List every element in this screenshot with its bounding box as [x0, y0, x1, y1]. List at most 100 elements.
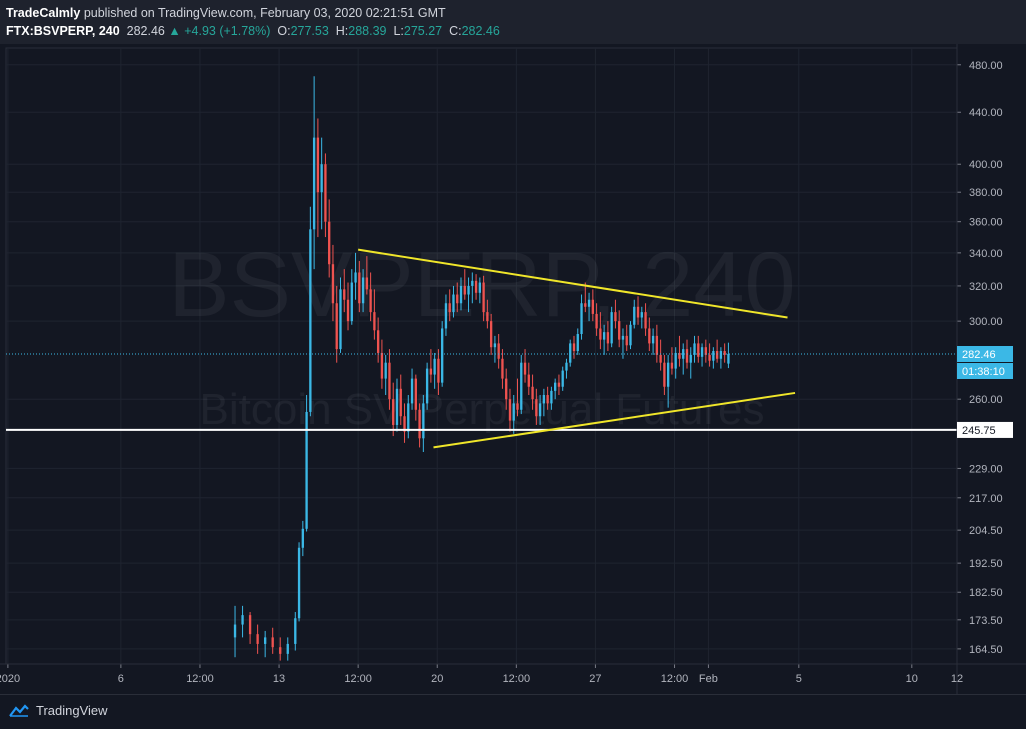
candle-body	[309, 229, 312, 412]
candle-body	[410, 378, 414, 404]
x-tick-label: Feb	[699, 673, 718, 685]
candle-body	[723, 351, 726, 355]
candle-body	[678, 352, 681, 359]
candle-body	[704, 347, 707, 355]
x-tick-label: 20	[431, 673, 443, 685]
candle-body	[395, 388, 399, 425]
candle-body	[403, 416, 406, 432]
candle-body	[358, 272, 361, 304]
candle-body	[670, 362, 674, 369]
candle-body	[719, 351, 723, 359]
countdown-tag-bg	[957, 362, 1013, 379]
y-tick-label: 400.00	[969, 159, 1003, 171]
candles	[233, 76, 730, 661]
candle-body	[418, 409, 421, 439]
candle-body	[444, 303, 448, 329]
candle-body	[335, 303, 338, 350]
candle-body	[493, 343, 497, 348]
watermark-description: Bitcoin SV Perpetual Futures	[200, 385, 765, 434]
footer: TradingView	[0, 694, 1026, 729]
candle-body	[535, 399, 538, 417]
candle-body	[384, 362, 387, 379]
candle-body	[343, 289, 346, 300]
candle-body	[659, 354, 662, 363]
candle-body	[516, 403, 519, 410]
candle-body	[376, 330, 380, 353]
candle-body	[640, 312, 643, 318]
candle-body	[388, 362, 391, 400]
y-tick-label: 260.00	[969, 394, 1003, 406]
candle-body	[441, 328, 444, 383]
candle-body	[433, 358, 436, 375]
x-tick-label: 12:00	[344, 673, 372, 685]
candle-body	[614, 312, 617, 322]
candle-body	[531, 386, 534, 400]
candle-body	[324, 164, 327, 222]
open-label: O:	[277, 24, 291, 38]
candle-body	[320, 164, 323, 193]
candle-body	[414, 378, 417, 410]
candle-body	[365, 277, 369, 290]
candle-body	[685, 349, 689, 363]
candle-body	[316, 137, 320, 193]
candle-body	[373, 312, 376, 331]
candle-body	[587, 299, 591, 307]
candle-body	[689, 354, 692, 363]
y-tick-label: 440.00	[969, 107, 1003, 119]
candle-body	[520, 362, 523, 410]
candle-body	[715, 351, 719, 359]
author-name[interactable]: TradeCalmly	[6, 6, 81, 20]
candle-body	[380, 352, 384, 379]
y-tick-label: 380.00	[969, 187, 1003, 199]
open-value: 277.53	[290, 24, 329, 38]
tradingview-cloud-icon	[9, 703, 29, 717]
candle-body	[350, 282, 353, 322]
trendline-lower[interactable]	[433, 391, 796, 449]
x-tick-label: 27	[589, 673, 601, 685]
trendline-upper[interactable]	[357, 248, 788, 319]
candle-body	[271, 637, 274, 648]
candle-body	[456, 294, 459, 304]
price-tags: 282.46 01:38:10 245.75	[957, 345, 1013, 438]
candle-body	[542, 395, 546, 404]
candlestick-chart[interactable]: BSVPERP, 240 Bitcoin SV Perpetual Future…	[0, 44, 1026, 694]
candle-body	[727, 353, 730, 364]
x-tick-label: 10	[906, 673, 918, 685]
price-change: +4.93 (+1.78%)	[184, 24, 271, 38]
x-tick-label: 12:00	[503, 673, 531, 685]
candle-body	[693, 343, 696, 355]
candle-body	[339, 289, 342, 350]
candle-body	[666, 362, 670, 387]
chart-header: TradeCalmly published on TradingView.com…	[0, 0, 1026, 44]
candle-body	[369, 289, 372, 313]
support-price-tag-bg	[957, 421, 1013, 438]
y-tick-label: 164.50	[969, 644, 1003, 656]
tradingview-logo[interactable]: TradingView	[8, 703, 108, 718]
candle-body	[489, 321, 493, 348]
symbol-label[interactable]: FTX:BSVPERP, 240	[6, 24, 120, 38]
x-tick-label: 5	[796, 673, 802, 685]
candle-body	[527, 374, 530, 387]
close-value: 282.46	[461, 24, 500, 38]
candle-body	[286, 643, 289, 654]
candle-body	[294, 618, 297, 644]
x-tick-label: 12:00	[661, 673, 689, 685]
drawn-lines	[6, 248, 957, 449]
chart-area[interactable]: BSVPERP, 240 Bitcoin SV Perpetual Future…	[0, 44, 1026, 694]
candle-body	[576, 334, 579, 352]
low-label: L:	[393, 24, 404, 38]
candle-body	[651, 335, 655, 344]
candle-body	[584, 303, 587, 307]
high-value: 288.39	[348, 24, 387, 38]
candle-body	[474, 280, 478, 293]
candle-body	[508, 399, 512, 421]
candle-body	[580, 303, 583, 335]
candle-body	[550, 390, 553, 404]
candle-body	[471, 280, 474, 286]
candle-body	[697, 343, 700, 357]
candle-body	[618, 321, 621, 340]
candle-body	[297, 547, 301, 619]
candle-body	[648, 328, 651, 344]
support-price-tag: 245.75	[962, 425, 996, 437]
published-text: published on TradingView.com, February 0…	[83, 6, 446, 20]
